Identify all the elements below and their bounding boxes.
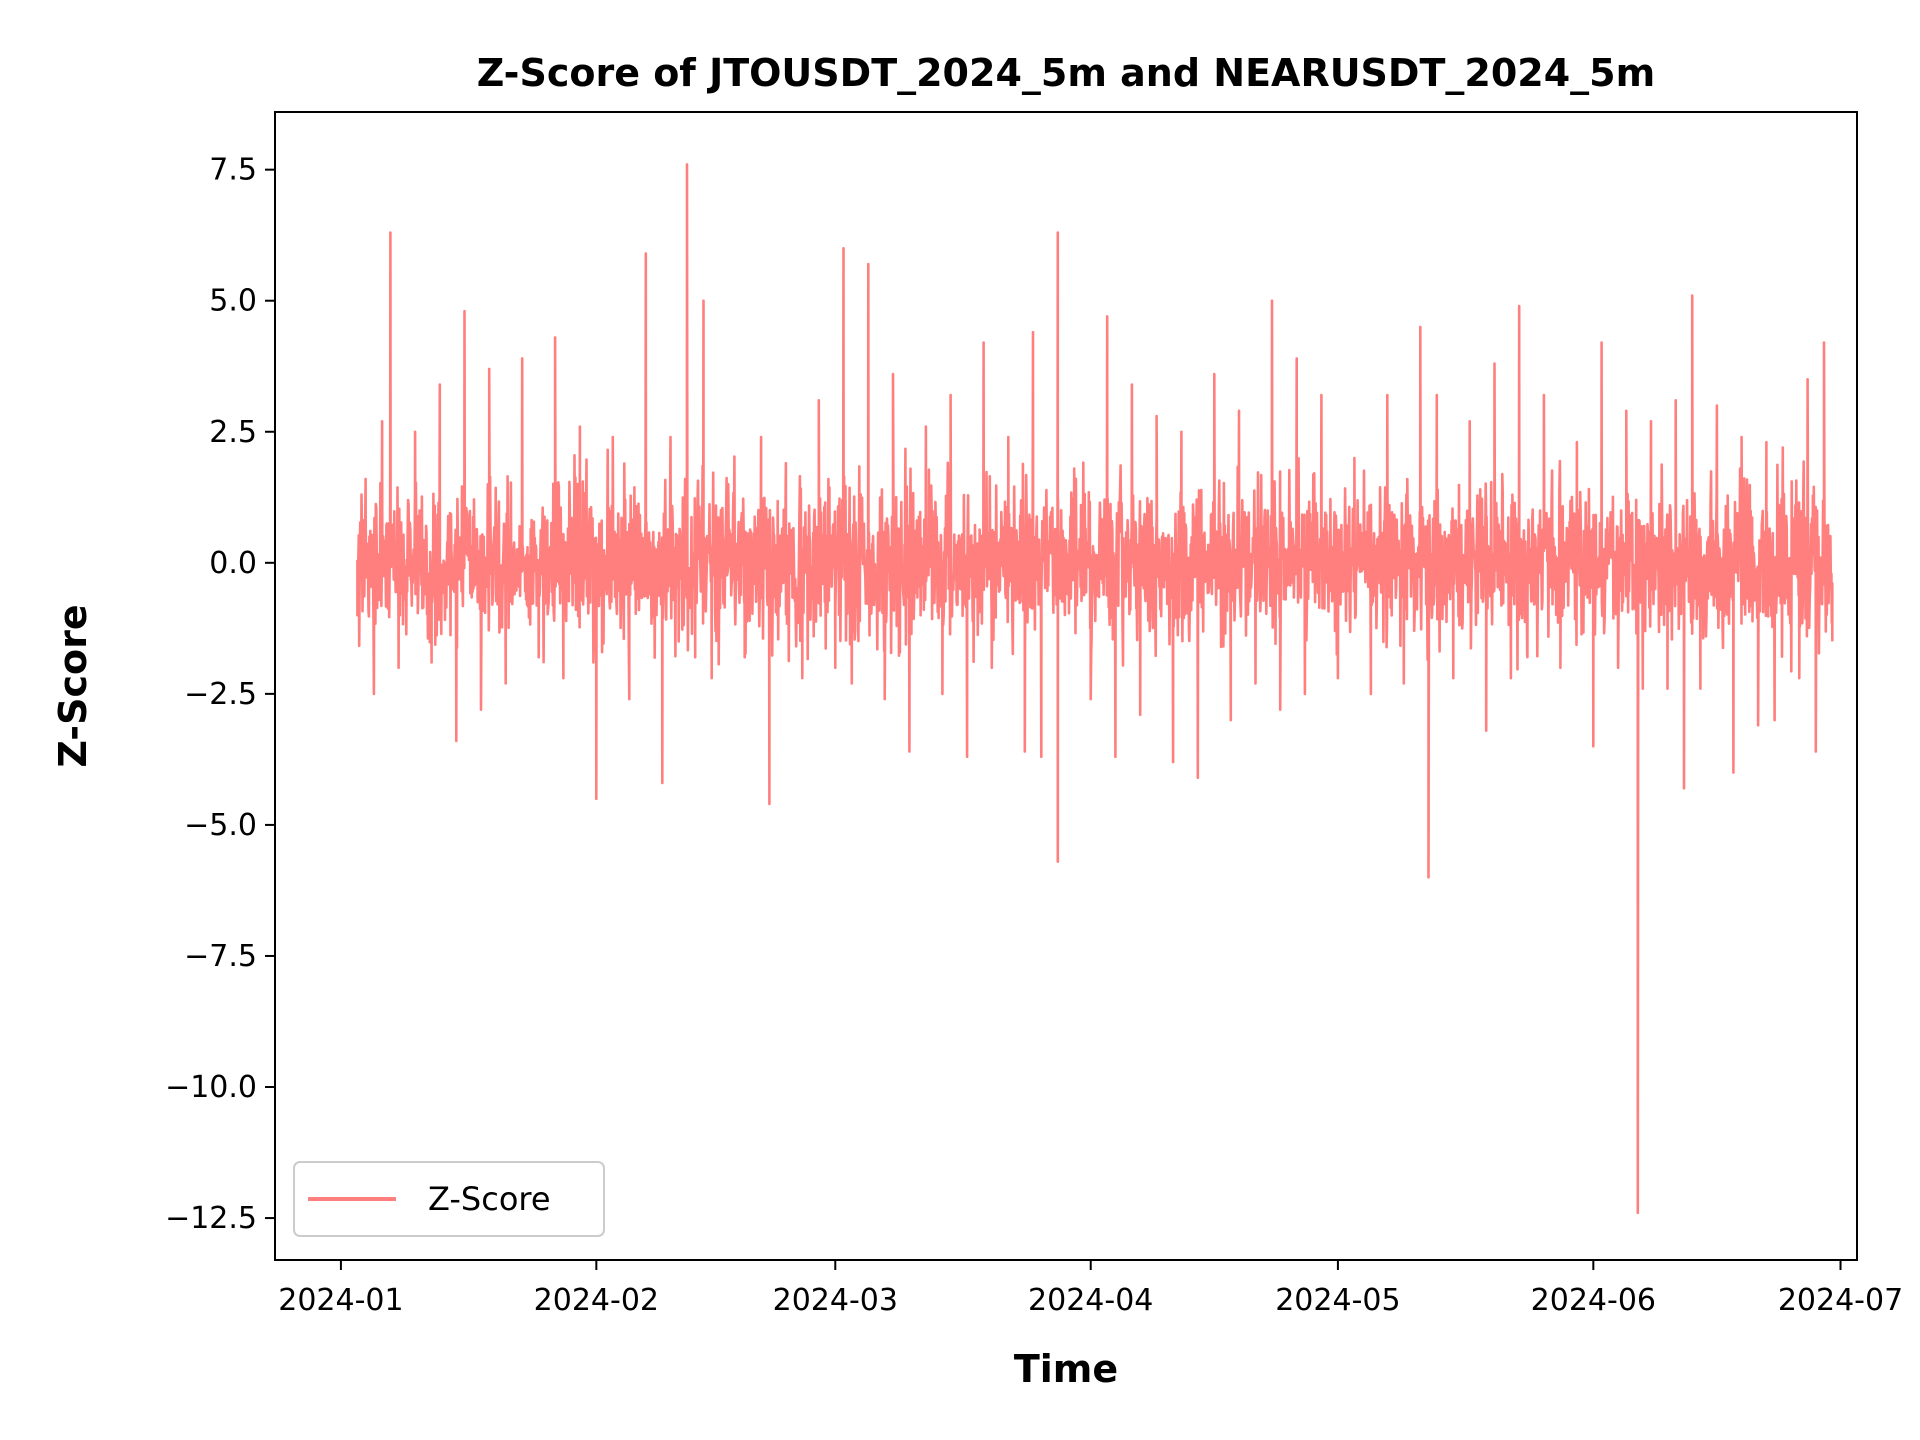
x-axis: 2024-01 2024-02 2024-03 2024-04 2024-05 2024-…	[278, 1260, 1903, 1318]
legend: Z-Score	[293, 1161, 605, 1237]
y-axis-title: Z-Score	[51, 604, 95, 767]
plot-frame	[274, 111, 1858, 1261]
x-axis-title: Time	[1014, 1347, 1118, 1391]
y-tick-label: −10.0	[165, 1070, 257, 1105]
x-tick-label: 2024-07	[1778, 1283, 1903, 1318]
legend-label: Z-Score	[428, 1180, 551, 1218]
y-axis: 7.5 5.0 2.5 0.0 −2.5 −5.0 −7.5 −10.0 −12.5	[165, 153, 275, 1236]
y-tick-label: 7.5	[209, 153, 257, 188]
x-tick-label: 2024-05	[1275, 1283, 1400, 1318]
y-tick-label: 2.5	[209, 415, 257, 450]
series-group	[356, 163, 1834, 1215]
y-tick-label: −5.0	[184, 808, 257, 843]
x-tick-label: 2024-03	[773, 1283, 898, 1318]
x-tick-label: 2024-02	[534, 1283, 659, 1318]
x-tick-label: 2024-06	[1531, 1283, 1656, 1318]
plot-area	[274, 111, 1858, 1261]
y-tick-label: 5.0	[209, 284, 257, 319]
chart-title: Z-Score of JTOUSDT_2024_5m and NEARUSDT_…	[477, 51, 1655, 95]
legend-box	[293, 1161, 605, 1237]
y-tick-label: −2.5	[184, 677, 257, 712]
y-tick-label: 0.0	[209, 546, 257, 581]
y-tick-label: −7.5	[184, 939, 257, 974]
y-tick-label: −12.5	[165, 1201, 257, 1236]
series-line-z-score	[356, 163, 1834, 1215]
x-tick-label: 2024-04	[1028, 1283, 1153, 1318]
x-tick-label: 2024-01	[278, 1283, 403, 1318]
